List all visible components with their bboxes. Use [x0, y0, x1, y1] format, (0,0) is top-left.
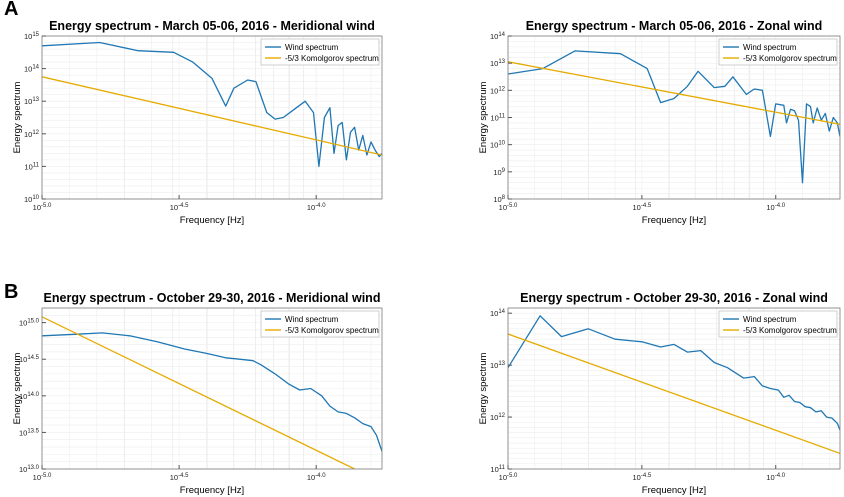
wind-spectrum-line	[508, 50, 840, 184]
y-tick-label: 1015	[24, 32, 40, 41]
kolmogorov-line	[508, 333, 840, 455]
chart-1: 10-5.0 10-4.5 10-4.0 1010 1011 1012 1013 1014 10…	[12, 19, 383, 226]
x-tick-label: 10-5.0	[33, 203, 52, 212]
y-tick-label: 1010	[24, 195, 40, 204]
y-tick-label: 1014	[490, 32, 506, 41]
x-tick-label: 10-4.0	[766, 473, 785, 482]
y-tick-label: 1014	[490, 309, 506, 318]
kolmogorov-line	[42, 76, 382, 156]
legend-box	[260, 310, 380, 338]
axes-frame	[507, 307, 841, 470]
y-tick-label: 1015.0	[19, 319, 40, 328]
x-tick-label: 10-4.5	[170, 473, 189, 482]
legend-box	[718, 38, 838, 66]
grid	[507, 307, 840, 470]
x-tick-label: 10-5.0	[499, 203, 518, 212]
panel-letter-a: A	[4, 0, 19, 20]
y-tick-label: 109	[493, 168, 505, 177]
x-tick-label: 10-4.5	[633, 203, 652, 212]
y-axis-label: Energy spectrum	[478, 353, 489, 425]
legend-label: -5/3 Komolgorov spectrum	[743, 326, 837, 335]
x-tick-label: 10-4.0	[307, 203, 326, 212]
y-tick-label: 1011	[490, 465, 505, 474]
y-tick-label: 1013	[490, 361, 506, 370]
chart-title: Energy spectrum - March 05-06, 2016 - Zo…	[526, 19, 823, 33]
x-tick-label: 10-4.5	[170, 203, 189, 212]
y-axis-label: Energy spectrum	[478, 82, 489, 154]
chart-2: 10-5.0 10-4.5 10-4.0 108 109 1010 1011 1012 1013…	[478, 19, 841, 226]
y-tick-label: 1013.5	[19, 428, 40, 437]
y-tick-label: 1014.5	[19, 355, 40, 364]
chart-title: Energy spectrum - March 05-06, 2016 - Me…	[49, 19, 375, 33]
legend: Wind spectrum -5/3 Komolgorov spectrum	[260, 38, 380, 66]
legend-label: -5/3 Komolgorov spectrum	[285, 54, 379, 63]
y-tick-label: 1010	[490, 141, 506, 150]
wind-spectrum-line	[508, 315, 840, 431]
legend-label: Wind spectrum	[285, 315, 339, 324]
chart-4: 10-5.0 10-4.5 10-4.0 1011 1012 1013 1014 Energy…	[478, 291, 841, 496]
y-tick-label: 1012	[490, 413, 506, 422]
x-tick-label: 10-4.0	[766, 203, 785, 212]
y-tick-label: 1013	[490, 59, 506, 68]
kolmogorov-line	[508, 61, 840, 125]
y-axis-label: Energy spectrum	[12, 82, 23, 154]
axes-frame	[41, 35, 383, 200]
y-tick-label: 1012	[24, 130, 40, 139]
legend-label: Wind spectrum	[285, 43, 339, 52]
x-tick-label: 10-4.5	[633, 473, 652, 482]
y-tick-label: 1013.0	[19, 465, 40, 474]
legend-label: Wind spectrum	[743, 43, 797, 52]
legend: Wind spectrum -5/3 Komolgorov spectrum	[718, 310, 838, 338]
y-tick-label: 1012	[490, 86, 506, 95]
x-axis-label: Frequency [Hz]	[180, 215, 244, 226]
legend-label: -5/3 Komolgorov spectrum	[743, 54, 837, 63]
x-tick-label: 10-5.0	[33, 473, 52, 482]
x-tick-label: 10-4.0	[307, 473, 326, 482]
y-tick-label: 1014.0	[19, 392, 40, 401]
legend: Wind spectrum -5/3 Komolgorov spectrum	[260, 310, 380, 338]
legend: Wind spectrum -5/3 Komolgorov spectrum	[718, 38, 838, 66]
axes-frame	[41, 307, 383, 470]
legend-box	[718, 310, 838, 338]
legend-label: Wind spectrum	[743, 315, 797, 324]
y-tick-label: 1013	[24, 97, 40, 106]
legend-label: -5/3 Komolgorov spectrum	[285, 326, 379, 335]
legend-box	[260, 38, 380, 66]
y-axis-label: Energy spectrum	[12, 353, 23, 425]
x-axis-label: Frequency [Hz]	[180, 485, 244, 496]
x-axis-label: Frequency [Hz]	[642, 485, 706, 496]
panel-letter-b: B	[4, 281, 19, 303]
x-tick-label: 10-5.0	[499, 473, 518, 482]
y-tick-label: 108	[493, 195, 505, 204]
kolmogorov-line	[42, 316, 355, 469]
wind-spectrum-line	[42, 332, 382, 452]
y-tick-label: 1014	[24, 65, 40, 74]
chart-title: Energy spectrum - October 29-30, 2016 - …	[44, 291, 381, 305]
chart-3: 10-5.0 10-4.5 10-4.0 1013.0 1013.5 1014.0 1014…	[12, 291, 383, 496]
y-tick-label: 1011	[490, 114, 505, 123]
x-axis-label: Frequency [Hz]	[642, 215, 706, 226]
chart-title: Energy spectrum - October 29-30, 2016 - …	[520, 291, 828, 305]
y-tick-label: 1011	[24, 162, 39, 171]
